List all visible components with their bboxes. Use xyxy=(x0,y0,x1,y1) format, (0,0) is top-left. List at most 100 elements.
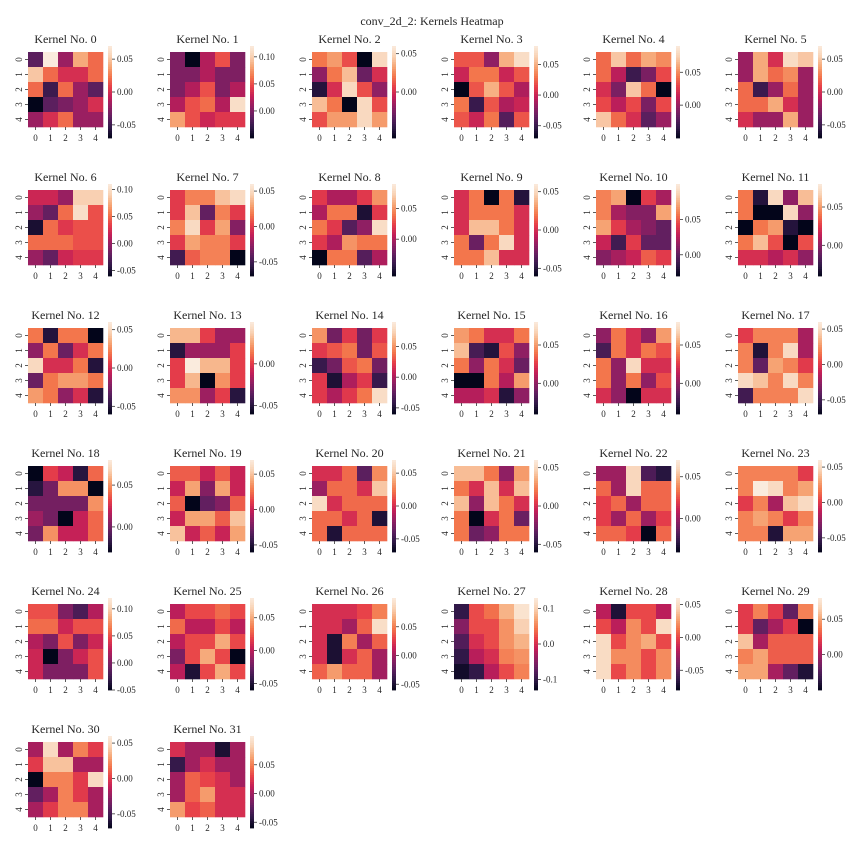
x-tick-label: 0 xyxy=(33,409,38,419)
heatmap-cell xyxy=(58,97,74,113)
colorbar-segment xyxy=(108,471,112,475)
colorbar-segment xyxy=(534,57,538,61)
y-tick-label: 2 xyxy=(440,501,450,506)
colorbar-segment xyxy=(818,655,822,659)
colorbar-tick-label: 0.00 xyxy=(117,773,133,783)
heatmap-cell xyxy=(28,664,44,680)
colorbar-segment xyxy=(250,669,254,672)
heatmap-cell xyxy=(88,358,104,374)
colorbar-segment xyxy=(534,195,538,199)
x-tick-label: 0 xyxy=(743,685,748,695)
y-tick-label: 0 xyxy=(14,57,24,62)
y-tick-label: 1 xyxy=(440,72,450,77)
colorbar-tick-label: 0.10 xyxy=(117,604,133,614)
colorbar-segment xyxy=(250,540,254,544)
colorbar-segment xyxy=(818,669,822,672)
heatmap-cell xyxy=(753,649,769,665)
heatmap-cell xyxy=(611,496,627,512)
colorbar-segment xyxy=(534,607,538,610)
heatmap-cell xyxy=(499,604,515,620)
heatmap-cell xyxy=(768,664,784,680)
colorbar-segment xyxy=(250,246,254,249)
colorbar-segment xyxy=(250,377,254,380)
heatmap-cell xyxy=(738,634,754,650)
heatmap-cell xyxy=(357,358,373,374)
heatmap-cell xyxy=(372,388,388,404)
colorbar-segment xyxy=(108,243,112,247)
colorbar-segment xyxy=(108,611,112,615)
colorbar-segment xyxy=(108,92,112,95)
heatmap-cell xyxy=(73,496,89,512)
colorbar-segment xyxy=(108,685,112,689)
y-tick-label: 1 xyxy=(156,72,166,77)
colorbar-segment xyxy=(108,234,112,238)
heatmap-cell xyxy=(753,67,769,83)
x-tick-label: 4 xyxy=(803,685,808,695)
colorbar-segment xyxy=(392,255,396,258)
colorbar-segment xyxy=(392,632,396,636)
x-tick-label: 4 xyxy=(93,271,98,281)
heatmap-cell xyxy=(499,373,515,389)
colorbar-segment xyxy=(108,409,112,413)
y-tick-label: 3 xyxy=(582,654,592,659)
heatmap-cell xyxy=(58,358,74,374)
kernel-title: Kernel No. 9 xyxy=(460,170,522,184)
heatmap-cell xyxy=(342,343,358,359)
colorbar-segment xyxy=(534,487,538,491)
colorbar-segment xyxy=(108,639,112,643)
heatmap-cell xyxy=(28,190,44,206)
colorbar-segment xyxy=(250,742,254,746)
colorbar-segment xyxy=(534,115,538,118)
heatmap-cell xyxy=(656,328,672,344)
colorbar-segment xyxy=(108,678,112,682)
colorbar-segment xyxy=(392,377,396,380)
heatmap-cell xyxy=(753,205,769,221)
x-tick-label: 0 xyxy=(601,547,606,557)
colorbar-tick-label: 0.0 xyxy=(543,639,555,649)
y-tick-label: 1 xyxy=(14,762,24,767)
heatmap-cell xyxy=(58,742,74,758)
colorbar-segment xyxy=(250,333,254,337)
heatmap-cell xyxy=(626,205,642,221)
colorbar-segment xyxy=(676,634,680,638)
heatmap-cell xyxy=(656,190,672,206)
heatmap-cell xyxy=(611,358,627,374)
y-tick-label: 2 xyxy=(724,501,734,506)
x-tick-label: 3 xyxy=(504,547,509,557)
colorbar-segment xyxy=(676,326,680,330)
colorbar-tick-label: 0.05 xyxy=(543,59,559,69)
kernel-title: Kernel No. 25 xyxy=(173,584,241,598)
colorbar-segment xyxy=(818,101,822,104)
colorbar-segment xyxy=(534,471,538,475)
kernel-title: Kernel No. 19 xyxy=(173,446,241,460)
colorbar-segment xyxy=(108,218,112,222)
colorbar-segment xyxy=(108,489,112,493)
x-tick-label: 3 xyxy=(362,133,367,143)
heatmap-cell xyxy=(514,619,530,635)
colorbar-segment xyxy=(534,545,538,548)
colorbar-tick-label: 0.00 xyxy=(685,514,701,524)
colorbar-segment xyxy=(676,494,680,498)
heatmap-cell xyxy=(454,634,470,650)
colorbar-segment xyxy=(818,476,822,479)
colorbar-segment xyxy=(676,230,680,233)
colorbar-segment xyxy=(676,248,680,252)
colorbar-segment xyxy=(392,78,396,81)
colorbar-segment xyxy=(676,621,680,624)
heatmap-cell xyxy=(372,358,388,374)
colorbar-segment xyxy=(250,625,254,629)
heatmap-cell xyxy=(738,466,754,482)
heatmap-cell xyxy=(484,481,500,497)
heatmap-cell xyxy=(372,235,388,251)
colorbar-segment xyxy=(676,227,680,231)
colorbar-segment xyxy=(108,89,112,93)
colorbar-segment xyxy=(392,209,396,212)
colorbar-segment xyxy=(818,644,822,647)
colorbar-segment xyxy=(108,225,112,229)
heatmap-cell xyxy=(58,388,74,404)
colorbar-segment xyxy=(250,802,254,806)
heatmap-cell xyxy=(28,649,44,665)
